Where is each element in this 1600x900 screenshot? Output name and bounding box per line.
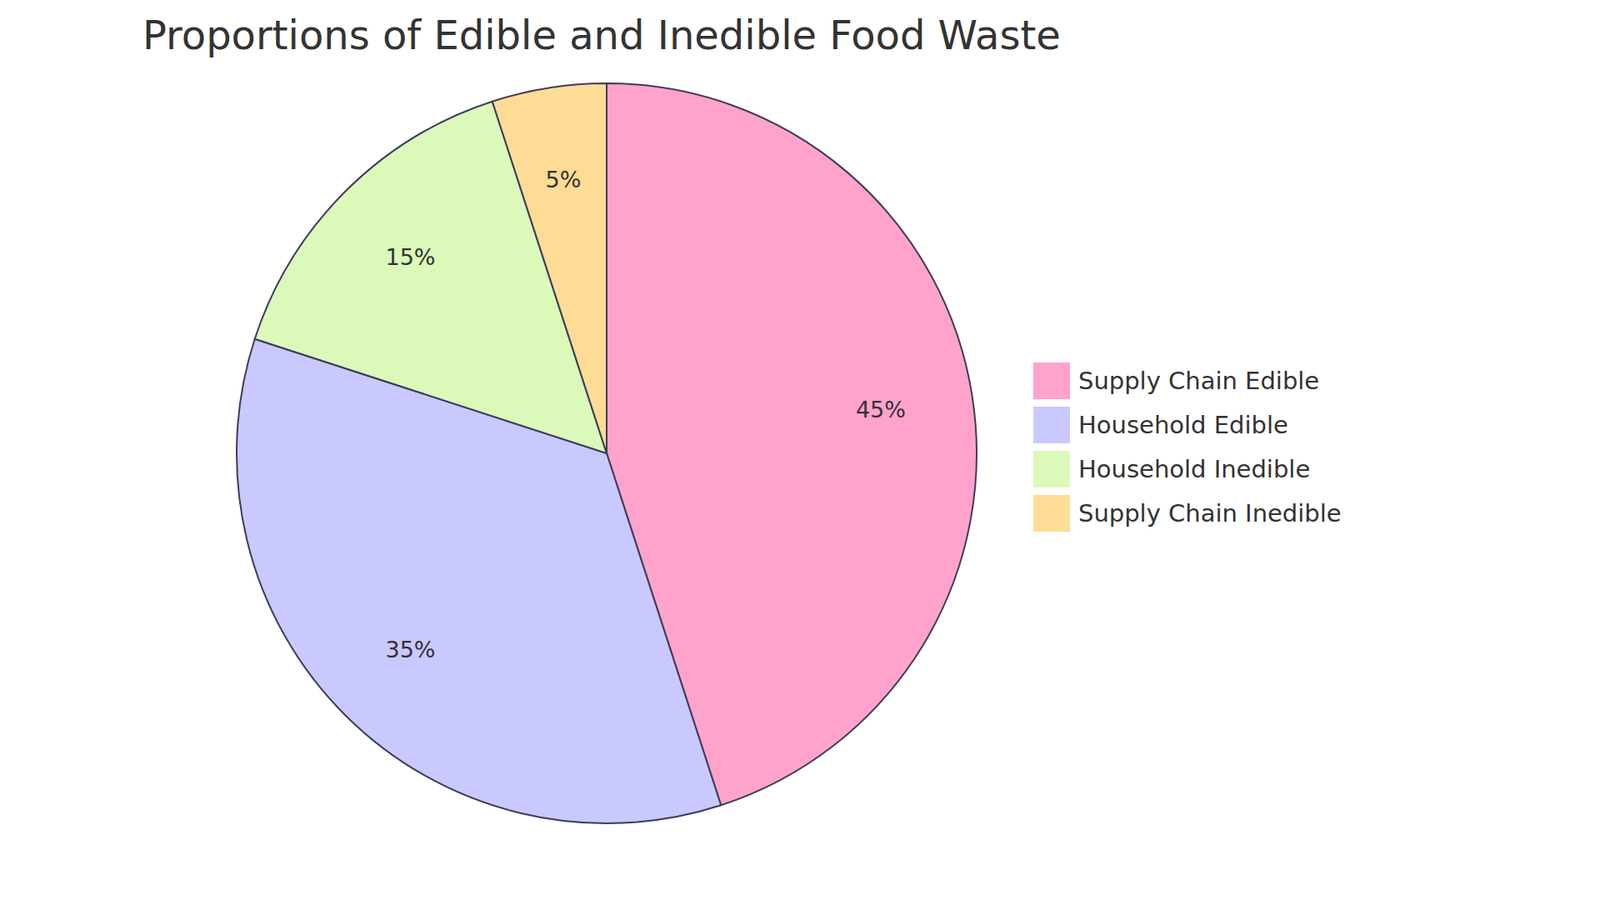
- html-text:Household Inedible: Household Inedible: [1078, 454, 1311, 483]
- html-text:Supply Chain Edible: Supply Chain Edible: [1078, 366, 1320, 395]
- svg-text:5%: 5%: [545, 166, 581, 193]
- svg-text:45%: 45%: [855, 396, 906, 423]
- svg-text:35%: 35%: [385, 636, 436, 663]
- html-text:Household Edible: Household Edible: [1078, 410, 1289, 439]
- svg-text:15%: 15%: [385, 244, 436, 270]
- html-text:Supply Chain Inedible: Supply Chain Inedible: [1078, 498, 1342, 528]
- html-text:Proportions of Edible and Ined: Proportions of Edible and Inedible Food …: [142, 11, 1061, 59]
